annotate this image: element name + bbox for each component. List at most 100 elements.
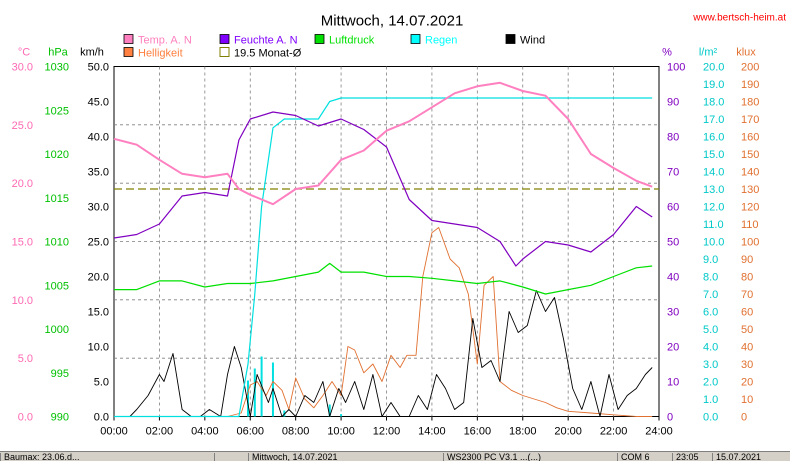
- axis-tick-label: 10.0: [703, 237, 724, 249]
- legend-label: Wind: [520, 35, 545, 47]
- x-tick-label: 16:00: [464, 426, 492, 438]
- axis-unit-label: klux: [736, 47, 756, 59]
- axis-tick-label: 1025: [45, 105, 69, 117]
- x-tick-label: 12:00: [373, 426, 401, 438]
- axis-tick-label: 60: [667, 202, 679, 214]
- axis-tick-label: 140: [741, 167, 759, 179]
- axis-unit-labels: °C hPa km/h% l/m² klux: [18, 47, 756, 59]
- axis-tick-label: 110: [741, 219, 759, 231]
- series-line-luftdruck: [114, 262, 653, 295]
- axis-tick-label: 10.0: [12, 295, 33, 307]
- axis-tick-label: 30.0: [12, 62, 33, 74]
- series-line-regen: [114, 97, 653, 418]
- x-axis: 00:00 02:00 04:00 06:00 08:00 10:00 12:00 14:00…: [100, 416, 673, 438]
- axis-tick-label: 1015: [45, 193, 69, 205]
- axis-tick-label: 13.0: [703, 184, 724, 196]
- legend-swatch: [219, 34, 230, 44]
- series-line-helligkeit: [114, 227, 653, 417]
- axis-tick-label: 8.0: [703, 272, 718, 284]
- axis-tick-label: 180: [741, 97, 759, 109]
- axis-tick-label: 1010: [45, 237, 69, 249]
- axis-tick-label: 30: [667, 307, 679, 319]
- axis-tick-label: 10: [741, 394, 753, 406]
- axis-tick-label: 7.0: [703, 289, 718, 301]
- axis-unit-label: km/h: [80, 47, 104, 59]
- x-tick-label: 06:00: [236, 426, 264, 438]
- axis-tick-label: 1.0: [703, 394, 718, 406]
- axis-tick-label: 20.0: [703, 62, 724, 74]
- axis-tick-label: 4.0: [703, 342, 718, 354]
- axis-tick-label: 2.0: [703, 377, 718, 389]
- axis-tick-label: 18.0: [703, 97, 724, 109]
- legend-swatch: [219, 47, 230, 57]
- axis-tick-label: 19.0: [703, 79, 724, 91]
- axis-tick-label: 40: [667, 272, 679, 284]
- axis-tick-label: 1030: [45, 62, 69, 74]
- legend-swatch: [123, 34, 134, 44]
- axis-unit-label: %: [662, 47, 672, 59]
- axis-tick-label: 30.0: [88, 202, 109, 214]
- axis-tick-label: 11.0: [703, 219, 724, 231]
- axis-tick-label: 70: [741, 289, 753, 301]
- series-line-feuchte-a-n: [113, 111, 653, 267]
- axis-tick-label: 15.0: [703, 149, 724, 161]
- axis-tick-label: 16.0: [703, 132, 724, 144]
- axis-tick-label: 20: [667, 342, 679, 354]
- axis-tick-label: 12.0: [703, 202, 724, 214]
- left-axes: 0.0 5.0 10.0 15.0 20.0 25.0 30.0 990 995 1000 1005…: [12, 62, 109, 424]
- axis-tick-label: 15.0: [12, 237, 33, 249]
- x-tick-label: 00:00: [100, 426, 128, 438]
- axis-tick-label: 150: [741, 149, 759, 161]
- axis-tick-label: 50.0: [88, 62, 109, 74]
- legend-label: Feuchte A. N: [234, 35, 298, 47]
- axis-tick-label: 5.0: [94, 377, 109, 389]
- axis-tick-label: 5.0: [703, 324, 718, 336]
- axis-unit-label: °C: [18, 47, 30, 59]
- axis-tick-label: 0: [741, 412, 747, 424]
- axis-tick-label: 10: [667, 377, 679, 389]
- status-segment: Baumax: 23.06.d...: [0, 453, 216, 461]
- x-tick-label: 10:00: [327, 426, 355, 438]
- axis-tick-label: 0.0: [94, 412, 109, 424]
- legend-swatch: [505, 34, 516, 44]
- x-tick-label: 02:00: [146, 426, 174, 438]
- axis-tick-label: 1005: [45, 280, 69, 292]
- axis-tick-label: 200: [741, 62, 759, 74]
- axis-tick-label: 1020: [45, 149, 69, 161]
- axis-tick-label: 0: [667, 412, 673, 424]
- axis-tick-label: 20.0: [12, 178, 33, 190]
- axis-tick-label: 80: [741, 272, 753, 284]
- status-segment: 15.07.2021: [712, 453, 790, 461]
- axis-tick-label: 90: [667, 97, 679, 109]
- axis-tick-label: 50: [741, 324, 753, 336]
- status-bar: Baumax: 23.06.d... Mittwoch, 14.07.2021 WS…: [0, 451, 790, 461]
- x-tick-label: 04:00: [191, 426, 219, 438]
- chart-legend: Temp. A. N Feuchte A. N Luftdruck Regen Wind…: [123, 34, 545, 60]
- axis-tick-label: 990: [51, 412, 69, 424]
- status-segment: WS2300 PC V3.1 ...(...): [443, 453, 619, 461]
- legend-label: Helligkeit: [138, 48, 183, 60]
- axis-tick-label: 25.0: [88, 237, 109, 249]
- axis-tick-label: 50: [667, 237, 679, 249]
- x-tick-label: 18:00: [509, 426, 537, 438]
- x-tick-label: 22:00: [600, 426, 628, 438]
- axis-tick-label: 5.0: [18, 353, 33, 365]
- axis-tick-label: 20: [741, 377, 753, 389]
- grid-lines: [114, 66, 659, 417]
- x-tick-label: 08:00: [282, 426, 310, 438]
- source-label[interactable]: www.bertsch-heim.at: [692, 13, 786, 24]
- x-tick-label: 20:00: [554, 426, 582, 438]
- axis-tick-label: 20.0: [88, 272, 109, 284]
- legend-swatch: [410, 34, 421, 44]
- axis-tick-label: 3.0: [703, 359, 718, 371]
- axis-tick-label: 0.0: [18, 412, 33, 424]
- axis-tick-label: 1000: [45, 324, 69, 336]
- axis-tick-label: 160: [741, 132, 759, 144]
- legend-label: 19.5 Monat-Ø: [234, 48, 302, 60]
- legend-label: Luftdruck: [329, 35, 375, 47]
- axis-tick-label: 70: [667, 167, 679, 179]
- legend-swatch: [123, 47, 134, 57]
- axis-tick-label: 100: [741, 237, 759, 249]
- status-segment: 23:05: [672, 453, 714, 461]
